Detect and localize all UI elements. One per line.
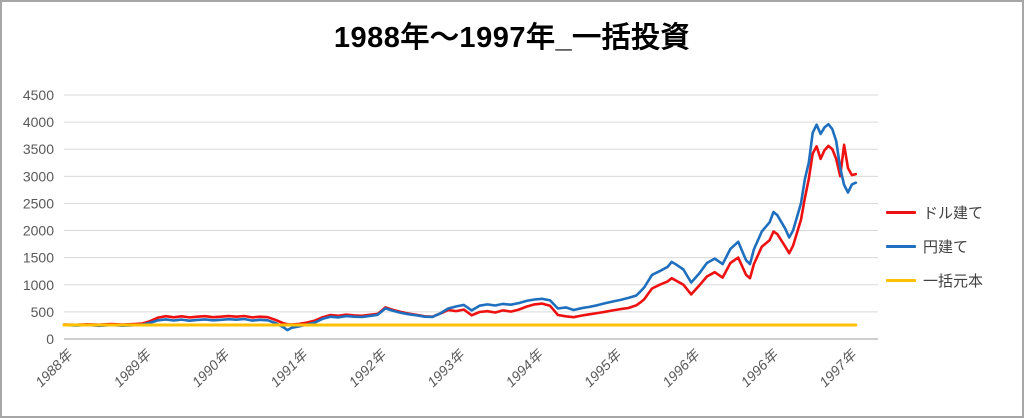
x-tick-label-group: 1989年 <box>110 345 155 390</box>
x-tick-label-group: 1994年 <box>502 345 547 390</box>
x-tick-label-group: 1990年 <box>189 345 234 390</box>
x-tick-label-group: 1991年 <box>267 345 312 390</box>
x-tick-label: 1995年 <box>581 345 626 390</box>
x-tick-label: 1996年 <box>659 345 704 390</box>
x-tick-label: 1994年 <box>502 345 547 390</box>
x-tick-label: 1991年 <box>267 345 312 390</box>
x-tick-label-group: 1992年 <box>345 345 390 390</box>
y-tick-label: 2000 <box>23 223 54 239</box>
chart-title: 1988年〜1997年_一括投資 <box>333 22 691 54</box>
x-tick-label: 1989年 <box>110 345 155 390</box>
x-tick-label-group: 1995年 <box>581 345 626 390</box>
y-tick-label: 4000 <box>23 114 54 130</box>
x-tick-label: 1993年 <box>424 345 469 390</box>
y-tick-label: 500 <box>31 304 55 320</box>
y-tick-label: 3000 <box>23 168 54 184</box>
x-tick-label-group: 1993年 <box>424 345 469 390</box>
legend-swatch-jpy-line <box>886 244 916 248</box>
legend-swatch-principal-line <box>886 278 916 282</box>
x-tick-label-group: 1988年 <box>32 345 77 390</box>
x-tick-label-group: 1996年 <box>737 345 782 390</box>
series-line-usd <box>62 143 858 327</box>
y-tick-label: 4500 <box>23 87 54 103</box>
x-tick-label-group: 1996年 <box>659 345 704 390</box>
y-tick-label: 3500 <box>23 141 54 157</box>
x-tick-label: 1990年 <box>189 345 234 390</box>
y-tick-label: 0 <box>46 331 54 347</box>
legend-label: ドル建て <box>923 204 984 222</box>
y-tick-label: 2500 <box>23 195 54 211</box>
legend-label: 円建て <box>923 238 969 256</box>
y-tick-label: 1000 <box>23 277 54 293</box>
legend: ドル建て 円建て 一括元本 <box>886 195 983 297</box>
x-tick-label: 1988年 <box>32 345 77 390</box>
x-tick-label-group: 1997年 <box>816 345 861 390</box>
legend-swatch-usd-line <box>886 210 916 214</box>
legend-item-principal: 一括元本 <box>886 263 983 297</box>
x-tick-label: 1997年 <box>816 345 861 390</box>
y-tick-label: 1500 <box>23 250 54 266</box>
legend-label: 一括元本 <box>923 272 984 290</box>
legend-item-usd: ドル建て <box>886 195 983 229</box>
series-line-jpy <box>62 122 858 332</box>
x-tick-label: 1992年 <box>345 345 390 390</box>
legend-item-jpy: 円建て <box>886 229 983 263</box>
x-tick-label: 1996年 <box>737 345 782 390</box>
